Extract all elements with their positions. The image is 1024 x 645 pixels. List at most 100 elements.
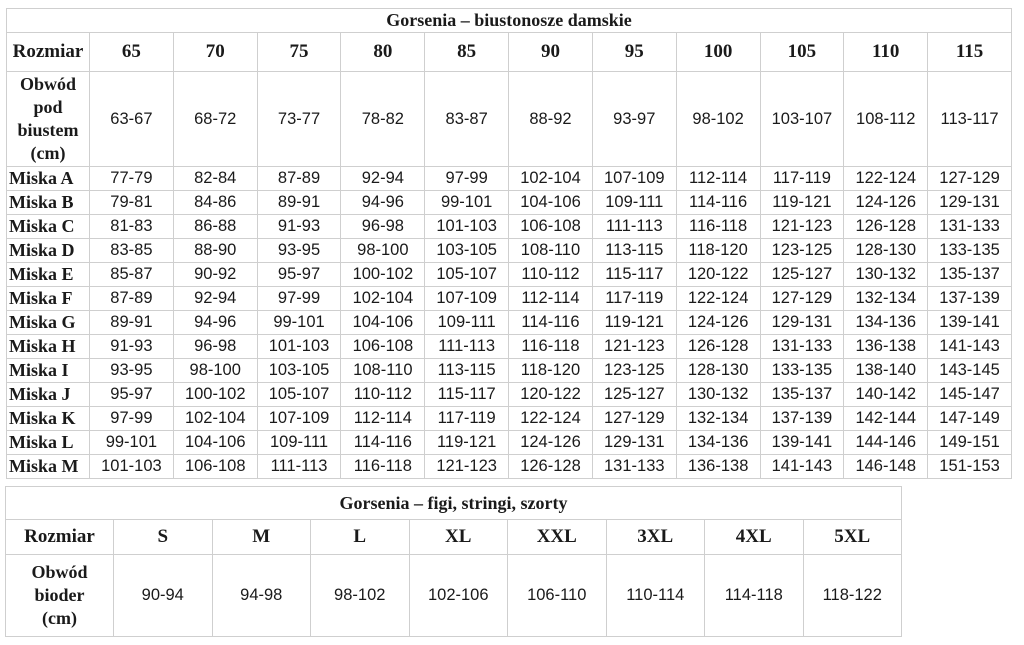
measure-cell: 106-110 xyxy=(507,554,607,637)
table-title: Gorsenia – figi, stringi, szorty xyxy=(5,486,902,520)
measure-cell: 93-97 xyxy=(591,71,677,167)
table-row: Obwód pod biustem (cm) 63-67 68-72 73-77 78-82 8… xyxy=(6,71,1012,167)
measure-cell: 102-104 xyxy=(508,166,593,191)
measure-cell: 121-123 xyxy=(424,454,510,479)
measure-cell: 127-129 xyxy=(759,286,845,311)
measure-cell: 133-135 xyxy=(927,238,1012,263)
cup-label: Miska I xyxy=(6,358,90,383)
measure-cell: 98-100 xyxy=(340,238,426,263)
measure-cell: 108-110 xyxy=(508,238,593,263)
measure-cell: 106-108 xyxy=(172,454,258,479)
measure-cell: 77-79 xyxy=(89,166,174,191)
cup-label: Miska J xyxy=(6,382,90,407)
size-header: 85 xyxy=(424,32,510,72)
cup-label: Miska M xyxy=(6,454,90,479)
row-label-line: bioder xyxy=(34,585,85,605)
cup-label: Miska A xyxy=(6,166,90,191)
measure-cell: 129-131 xyxy=(591,430,677,455)
measure-cell: 113-117 xyxy=(927,71,1012,167)
row-label-line: (cm) xyxy=(42,608,77,628)
measure-cell: 112-114 xyxy=(675,166,761,191)
table-row: Miska C 81-83 86-88 91-93 96-98 101-103 106-10… xyxy=(6,214,1012,239)
table-row: Miska L 99-101 104-106 109-111 114-116 119-12… xyxy=(6,430,1012,455)
size-header: 3XL xyxy=(605,519,705,555)
measure-cell: 128-130 xyxy=(675,358,761,383)
measure-cell: 141-143 xyxy=(759,454,845,479)
measure-cell: 87-89 xyxy=(89,286,174,311)
cup-label: Miska D xyxy=(6,238,90,263)
size-header: 105 xyxy=(759,32,845,72)
measure-cell: 94-98 xyxy=(211,554,311,637)
cup-label: Miska H xyxy=(6,334,90,359)
measure-cell: 144-146 xyxy=(843,430,929,455)
row-label-line: biustem xyxy=(17,120,79,140)
row-label: Obwód pod biustem (cm) xyxy=(6,71,90,167)
measure-cell: 98-102 xyxy=(310,554,410,637)
measure-cell: 100-102 xyxy=(172,382,258,407)
measure-cell: 83-85 xyxy=(89,238,174,263)
measure-cell: 90-92 xyxy=(172,262,258,287)
measure-cell: 140-142 xyxy=(843,382,929,407)
measure-cell: 126-128 xyxy=(675,334,761,359)
measure-cell: 88-90 xyxy=(172,238,258,263)
size-header: M xyxy=(211,519,311,555)
measure-cell: 99-101 xyxy=(424,190,510,215)
measure-cell: 98-100 xyxy=(172,358,258,383)
measure-cell: 73-77 xyxy=(256,71,342,167)
measure-cell: 130-132 xyxy=(675,382,761,407)
measure-cell: 134-136 xyxy=(843,310,929,335)
measure-cell: 85-87 xyxy=(89,262,174,287)
measure-cell: 111-113 xyxy=(424,334,510,359)
measure-cell: 102-106 xyxy=(408,554,508,637)
measure-cell: 137-139 xyxy=(759,406,845,431)
measure-cell: 113-115 xyxy=(424,358,510,383)
measure-cell: 79-81 xyxy=(89,190,174,215)
measure-cell: 82-84 xyxy=(172,166,258,191)
measure-cell: 139-141 xyxy=(759,430,845,455)
measure-cell: 146-148 xyxy=(843,454,929,479)
measure-cell: 63-67 xyxy=(89,71,174,167)
measure-cell: 94-96 xyxy=(340,190,426,215)
measure-cell: 142-144 xyxy=(843,406,929,431)
measure-cell: 125-127 xyxy=(759,262,845,287)
measure-cell: 68-72 xyxy=(172,71,258,167)
size-header: 65 xyxy=(89,32,174,72)
measure-cell: 104-106 xyxy=(172,430,258,455)
measure-cell: 149-151 xyxy=(927,430,1012,455)
measure-cell: 131-133 xyxy=(591,454,677,479)
measure-cell: 113-115 xyxy=(591,238,677,263)
table-row: Miska I 93-95 98-100 103-105 108-110 113-115 1… xyxy=(6,358,1012,383)
row-label-line: (cm) xyxy=(30,143,66,163)
measure-cell: 125-127 xyxy=(591,382,677,407)
measure-cell: 119-121 xyxy=(591,310,677,335)
measure-cell: 124-126 xyxy=(675,310,761,335)
measure-cell: 127-129 xyxy=(927,166,1012,191)
measure-cell: 145-147 xyxy=(927,382,1012,407)
measure-cell: 99-101 xyxy=(256,310,342,335)
measure-cell: 81-83 xyxy=(89,214,174,239)
row-label-line: pod xyxy=(33,97,63,117)
measure-cell: 131-133 xyxy=(759,334,845,359)
table-row: Miska H 91-93 96-98 101-103 106-108 111-113 11… xyxy=(6,334,1012,359)
measure-cell: 124-126 xyxy=(508,430,593,455)
measure-cell: 107-109 xyxy=(591,166,677,191)
measure-cell: 108-110 xyxy=(340,358,426,383)
measure-cell: 92-94 xyxy=(172,286,258,311)
measure-cell: 118-122 xyxy=(802,554,902,637)
measure-cell: 136-138 xyxy=(843,334,929,359)
measure-cell: 109-111 xyxy=(424,310,510,335)
measure-cell: 123-125 xyxy=(591,358,677,383)
measure-cell: 115-117 xyxy=(424,382,510,407)
measure-cell: 101-103 xyxy=(424,214,510,239)
table-row: Miska K 97-99 102-104 107-109 112-114 117-119… xyxy=(6,406,1012,431)
table-row: Miska F 87-89 92-94 97-99 102-104 107-109 112-… xyxy=(6,286,1012,311)
measure-cell: 117-119 xyxy=(591,286,677,311)
measure-cell: 104-106 xyxy=(508,190,593,215)
measure-cell: 102-104 xyxy=(172,406,258,431)
measure-cell: 126-128 xyxy=(843,214,929,239)
measure-cell: 122-124 xyxy=(675,286,761,311)
measure-cell: 118-120 xyxy=(508,358,593,383)
size-header: 90 xyxy=(508,32,593,72)
measure-cell: 103-107 xyxy=(759,71,845,167)
measure-cell: 89-91 xyxy=(256,190,342,215)
